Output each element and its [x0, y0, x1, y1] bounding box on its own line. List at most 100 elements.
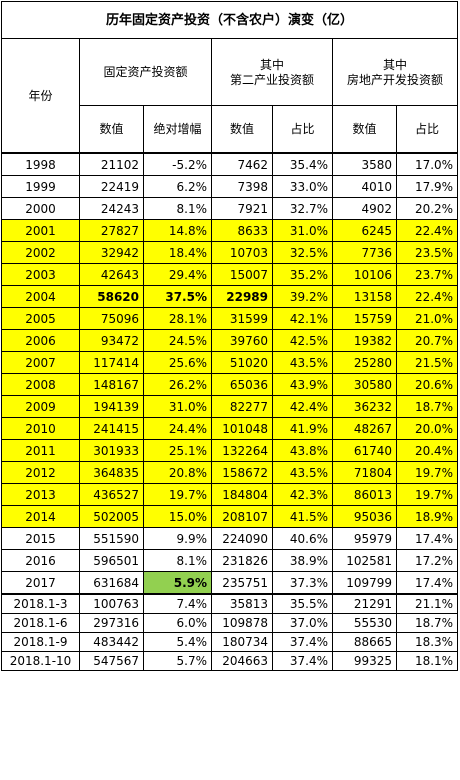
- header-real-estate-line2: 房地产开发投资额: [347, 72, 444, 87]
- cell-secondary-value: 39760: [211, 329, 273, 352]
- cell-realestate-value: 21291: [332, 593, 397, 614]
- cell-secondary-share: 37.4%: [272, 632, 333, 652]
- cell-fai-value: 117414: [79, 351, 144, 374]
- cell-realestate-value: 61740: [332, 439, 397, 462]
- cell-year: 2004: [1, 285, 80, 308]
- table-row: 2012 364835 20.8% 158672 43.5% 71804 19.7%: [1, 461, 459, 484]
- table-row: 2013 436527 19.7% 184804 42.3% 86013 19.7%: [1, 483, 459, 506]
- cell-realestate-share: 20.6%: [395, 373, 459, 396]
- table-row: 2006 93472 24.5% 39760 42.5% 19382 20.7%: [1, 329, 459, 352]
- table-row: 2018.1-10 547567 5.7% 204663 37.4% 99325 18.1%: [1, 651, 459, 671]
- cell-realestate-share: 18.7%: [395, 613, 459, 633]
- subheader-growth: 绝对增幅: [143, 105, 212, 154]
- cell-secondary-value: 51020: [211, 351, 273, 374]
- cell-fai-growth: 5.9%: [143, 571, 212, 595]
- cell-fai-value: 436527: [79, 483, 144, 506]
- cell-fai-value: 364835: [79, 461, 144, 484]
- cell-realestate-value: 95036: [332, 505, 397, 528]
- cell-secondary-value: 224090: [211, 527, 273, 550]
- cell-realestate-share: 22.4%: [395, 285, 459, 308]
- table-row: 2010 241415 24.4% 101048 41.9% 48267 20.0%: [1, 417, 459, 440]
- cell-realestate-share: 21.0%: [395, 307, 459, 330]
- table-row: 2017 631684 5.9% 235751 37.3% 109799 17.4%: [1, 571, 459, 595]
- cell-secondary-value: 158672: [211, 461, 273, 484]
- table-row: 2004 58620 37.5% 22989 39.2% 13158 22.4%: [1, 285, 459, 308]
- header-real-estate: 其中 房地产开发投资额: [331, 38, 459, 106]
- cell-realestate-value: 4010: [332, 175, 397, 198]
- cell-secondary-value: 109878: [211, 613, 273, 633]
- cell-realestate-value: 88665: [332, 632, 397, 652]
- cell-fai-growth: 5.7%: [143, 651, 212, 671]
- table-row: 1999 22419 6.2% 7398 33.0% 4010 17.9%: [1, 175, 459, 198]
- cell-fai-value: 148167: [79, 373, 144, 396]
- cell-realestate-share: 20.4%: [395, 439, 459, 462]
- cell-fai-value: 75096: [79, 307, 144, 330]
- cell-fai-value: 32942: [79, 241, 144, 264]
- header-year: 年份: [1, 38, 80, 154]
- investment-table: 历年固定资产投资（不含农户）演变（亿） 年份 固定资产投资额 其中 第二产业投资…: [0, 1, 459, 671]
- cell-realestate-value: 48267: [332, 417, 397, 440]
- cell-fai-growth: 18.4%: [143, 241, 212, 264]
- cell-year: 2018.1-10: [1, 651, 80, 671]
- cell-secondary-share: 35.5%: [272, 593, 333, 614]
- cell-fai-value: 551590: [79, 527, 144, 550]
- cell-fai-value: 596501: [79, 549, 144, 572]
- cell-secondary-share: 38.9%: [272, 549, 333, 572]
- cell-year: 2016: [1, 549, 80, 572]
- cell-realestate-share: 17.0%: [395, 152, 459, 176]
- cell-year: 2007: [1, 351, 80, 374]
- subheader-share: 占比: [272, 105, 333, 154]
- cell-realestate-share: 23.5%: [395, 241, 459, 264]
- cell-year: 2015: [1, 527, 80, 550]
- cell-realestate-value: 55530: [332, 613, 397, 633]
- cell-fai-value: 483442: [79, 632, 144, 652]
- cell-secondary-share: 41.9%: [272, 417, 333, 440]
- cell-realestate-share: 17.9%: [395, 175, 459, 198]
- cell-secondary-share: 32.7%: [272, 197, 333, 220]
- cell-year: 2001: [1, 219, 80, 242]
- table-row: 2001 27827 14.8% 8633 31.0% 6245 22.4%: [1, 219, 459, 242]
- cell-year: 2018.1-3: [1, 593, 80, 614]
- cell-fai-value: 93472: [79, 329, 144, 352]
- cell-fai-growth: -5.2%: [143, 152, 212, 176]
- cell-secondary-value: 180734: [211, 632, 273, 652]
- cell-realestate-share: 20.2%: [395, 197, 459, 220]
- cell-realestate-share: 20.0%: [395, 417, 459, 440]
- table-row: 2000 24243 8.1% 7921 32.7% 4902 20.2%: [1, 197, 459, 220]
- cell-fai-value: 631684: [79, 571, 144, 595]
- cell-secondary-value: 65036: [211, 373, 273, 396]
- cell-secondary-value: 204663: [211, 651, 273, 671]
- cell-realestate-share: 20.7%: [395, 329, 459, 352]
- cell-realestate-share: 19.7%: [395, 483, 459, 506]
- cell-fai-value: 241415: [79, 417, 144, 440]
- cell-year: 2008: [1, 373, 80, 396]
- cell-fai-value: 547567: [79, 651, 144, 671]
- cell-year: 2013: [1, 483, 80, 506]
- table-row: 2009 194139 31.0% 82277 42.4% 36232 18.7%: [1, 395, 459, 418]
- table-row: 2018.1-3 100763 7.4% 35813 35.5% 21291 21.1%: [1, 593, 459, 614]
- cell-secondary-value: 15007: [211, 263, 273, 286]
- table-row: 2003 42643 29.4% 15007 35.2% 10106 23.7%: [1, 263, 459, 286]
- header-secondary-industry: 其中 第二产业投资额: [211, 38, 333, 106]
- cell-secondary-share: 42.3%: [272, 483, 333, 506]
- cell-secondary-value: 101048: [211, 417, 273, 440]
- table-row: 2014 502005 15.0% 208107 41.5% 95036 18.9%: [1, 505, 459, 528]
- cell-fai-growth: 15.0%: [143, 505, 212, 528]
- cell-year: 2010: [1, 417, 80, 440]
- subheader-value: 数值: [79, 105, 144, 154]
- cell-secondary-share: 32.5%: [272, 241, 333, 264]
- cell-fai-growth: 14.8%: [143, 219, 212, 242]
- cell-year: 2003: [1, 263, 80, 286]
- cell-year: 2017: [1, 571, 80, 595]
- header-fixed-asset-investment: 固定资产投资额: [79, 38, 212, 106]
- subheader-share: 占比: [395, 105, 459, 154]
- cell-secondary-value: 235751: [211, 571, 273, 595]
- cell-realestate-value: 4902: [332, 197, 397, 220]
- cell-fai-growth: 25.6%: [143, 351, 212, 374]
- cell-secondary-share: 35.2%: [272, 263, 333, 286]
- cell-fai-value: 42643: [79, 263, 144, 286]
- table-row: 2015 551590 9.9% 224090 40.6% 95979 17.4%: [1, 527, 459, 550]
- cell-fai-growth: 28.1%: [143, 307, 212, 330]
- cell-realestate-share: 21.1%: [395, 593, 459, 614]
- cell-realestate-value: 109799: [332, 571, 397, 595]
